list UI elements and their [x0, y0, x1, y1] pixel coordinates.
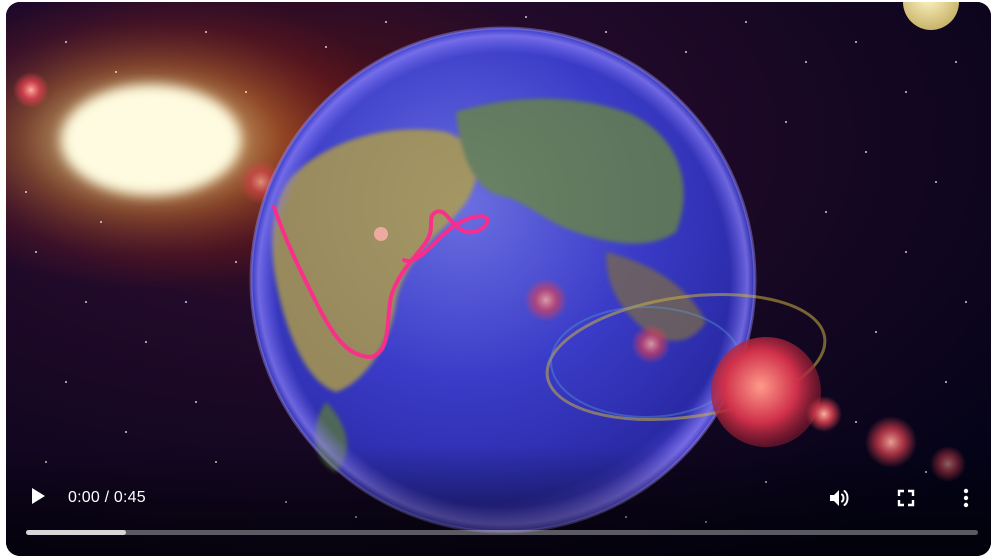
play-button[interactable] — [24, 482, 52, 510]
video-player[interactable]: 0:00 / 0:45 — [6, 2, 991, 556]
progress-bar[interactable] — [26, 530, 978, 535]
fullscreen-icon — [897, 489, 915, 507]
fullscreen-button[interactable] — [890, 482, 922, 514]
play-icon — [32, 488, 45, 504]
time-display: 0:00 / 0:45 — [68, 489, 146, 506]
volume-icon — [830, 490, 849, 506]
volume-button[interactable] — [824, 482, 856, 514]
progress-buffered — [26, 530, 126, 535]
video-frame — [6, 2, 991, 556]
more-options-button[interactable] — [952, 482, 980, 514]
more-vert-icon — [963, 488, 969, 508]
